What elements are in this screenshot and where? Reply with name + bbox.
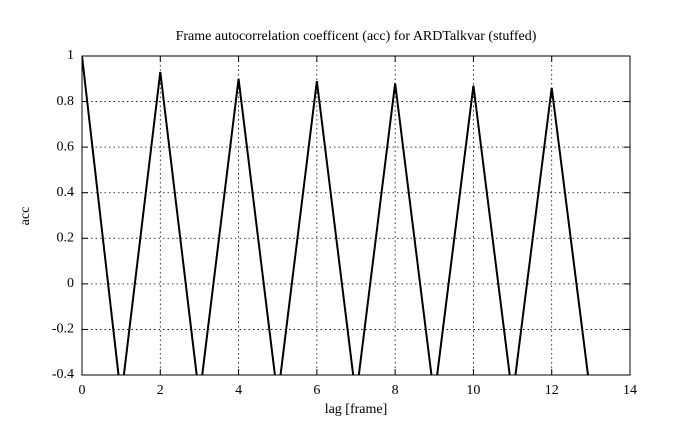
- y-tick-label: 0.4: [57, 185, 75, 200]
- y-tick-label: 0.8: [57, 94, 75, 109]
- plot-frame: [81, 55, 631, 376]
- y-tick-label: 0.2: [57, 231, 75, 246]
- x-tick-label: 10: [466, 383, 480, 398]
- y-tick-label: -0.4: [52, 367, 74, 382]
- y-tick-label: 0: [67, 276, 74, 291]
- x-tick-label: 6: [313, 383, 320, 398]
- y-tick-label: -0.2: [52, 322, 74, 337]
- y-tick-label: 0.6: [57, 139, 75, 154]
- x-axis-label: lag [frame]: [325, 402, 388, 417]
- y-tick-label: 1: [67, 48, 74, 63]
- chart-title: Frame autocorrelation coefficent (acc) f…: [176, 29, 537, 44]
- x-tick-label: 2: [157, 383, 164, 398]
- x-tick-label: 8: [392, 383, 399, 398]
- x-tick-label: 12: [545, 383, 559, 398]
- x-tick-label: 4: [235, 383, 242, 398]
- data-line: [82, 56, 589, 375]
- y-axis-label: acc: [18, 207, 33, 226]
- x-tick-label: 0: [79, 383, 86, 398]
- x-tick-label: 14: [623, 383, 637, 398]
